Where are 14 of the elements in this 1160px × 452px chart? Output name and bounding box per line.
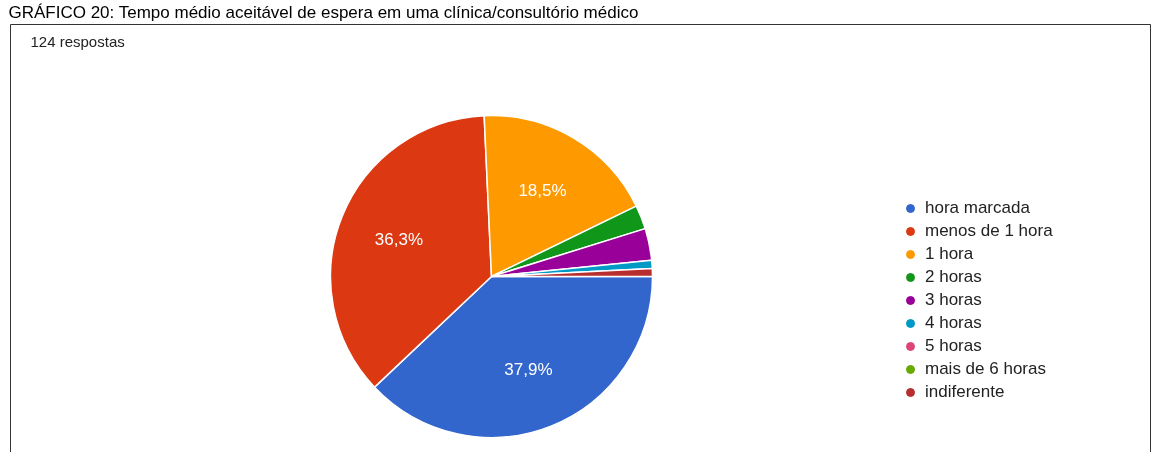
text: 124 respostas [30, 32, 125, 50]
legend-label: 3 horas [925, 290, 982, 310]
legend-label: 1 hora [925, 244, 974, 264]
legend-label: menos de 1 hora [925, 221, 1053, 241]
data-label: 37,9% [504, 359, 553, 379]
legend-label: mais de 6 horas [925, 359, 1046, 379]
data-label: 36,3% [374, 229, 424, 249]
data-label: 18,5% [518, 181, 567, 201]
legend-label: 4 horas [925, 313, 982, 333]
legend-label: hora marcada [925, 198, 1030, 218]
legend-label: indiferente [925, 382, 1005, 402]
chart-title: GRÁFICO 20: Tempo médio aceitável de espera em uma clínica/consultório médico [8, 2, 639, 22]
legend-label: 2 horas [925, 267, 982, 287]
legend-label: 5 horas [925, 336, 982, 356]
